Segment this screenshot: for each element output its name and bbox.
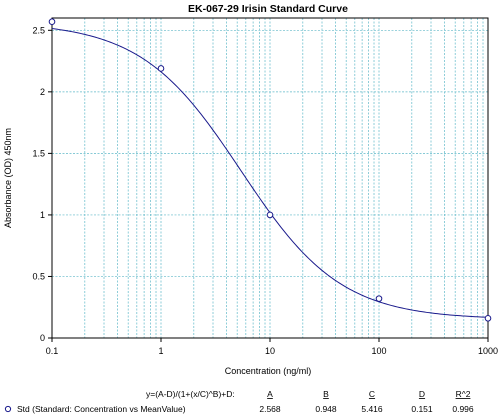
- grid: [52, 18, 488, 338]
- y-tick-label: 0: [40, 333, 45, 343]
- legend-series-name: Std (Standard: Concentration vs MeanValu…: [17, 404, 186, 414]
- x-axis: 0.1 1 10 100 1000: [46, 338, 498, 356]
- y-tick-label: 0.5: [32, 271, 45, 281]
- legend-table: y=(A-D)/(1+(x/C)^B)+D: A 2.568 B 0.948 C 5.41…: [4, 389, 474, 414]
- y-tick-label: 1: [40, 210, 45, 220]
- fit-param-name: R^2: [456, 389, 471, 399]
- fit-parameters: A 2.568 B 0.948 C 5.416 D 0.151 R^2 0.996: [259, 389, 474, 414]
- data-point: [484, 315, 492, 322]
- legend-marker: [4, 405, 12, 413]
- x-axis-label: Concentration (ng/ml): [225, 366, 312, 376]
- x-tick-label: 10: [265, 346, 275, 356]
- fit-param-name: B: [323, 389, 329, 399]
- y-axis: 0 0.5 1 1.5 2 2.5: [32, 25, 52, 343]
- data-point: [266, 211, 274, 219]
- data-point: [157, 65, 165, 72]
- fit-param-value: 0.996: [452, 404, 474, 414]
- fit-param-value: 0.151: [411, 404, 433, 414]
- fit-param-name: A: [267, 389, 273, 399]
- fit-equation: y=(A-D)/(1+(x/C)^B)+D:: [146, 389, 235, 399]
- chart-title: EK-067-29 Irisin Standard Curve: [188, 3, 348, 15]
- fit-param-name: C: [369, 389, 375, 399]
- x-tick-label: 100: [371, 346, 386, 356]
- fit-param-value: 0.948: [315, 404, 337, 414]
- fit-param-value: 5.416: [361, 404, 383, 414]
- y-tick-label: 2: [40, 87, 45, 97]
- y-tick-label: 2.5: [32, 25, 45, 35]
- fit-param-value: 2.568: [259, 404, 281, 414]
- x-tick-label: 1: [158, 346, 163, 356]
- x-tick-label: 1000: [478, 346, 498, 356]
- y-tick-label: 1.5: [32, 148, 45, 158]
- data-points: [48, 18, 492, 322]
- x-tick-label: 0.1: [46, 346, 59, 356]
- fit-param-name: D: [419, 389, 425, 399]
- data-point: [48, 18, 56, 25]
- y-axis-label: Absorbance (OD) 450nm: [3, 128, 13, 228]
- plot-frame: [51, 17, 489, 339]
- data-point: [375, 295, 383, 302]
